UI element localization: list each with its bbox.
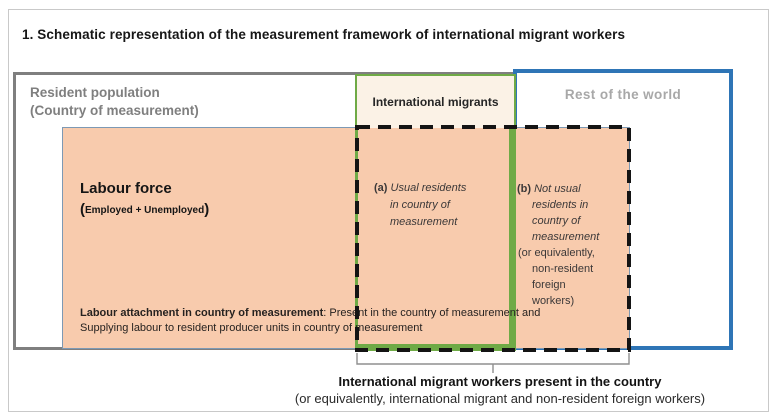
figure-title: 1. Schematic representation of the measu… (22, 27, 626, 42)
caption-line2: (or equivalently, international migrant … (294, 391, 706, 406)
rest-of-world-label: Rest of the world (564, 87, 682, 102)
international-migrants-box: International migrants (355, 74, 516, 128)
resident-population-label: Resident population (Country of measurem… (30, 84, 290, 119)
labour-attachment-bold: Labour attachment in country of measurem… (80, 307, 324, 319)
resident-population-line2: (Country of measurement) (30, 102, 199, 118)
region-b-line5: (or equivalently, (518, 246, 595, 259)
labour-attachment-rest: : Present in the country of measurement … (323, 307, 541, 319)
resident-population-line1: Resident population (30, 85, 160, 100)
labour-force-subtitle-text: Employed + Unemployed (85, 205, 205, 216)
international-migrants-bottom-border (355, 344, 516, 351)
caption-line1: International migrant workers present in… (338, 374, 662, 389)
region-a-text: (a) Usual residents in country of measur… (374, 180, 478, 231)
labour-attachment-note: Labour attachment in country of measurem… (80, 306, 560, 336)
region-b-line7: foreign (532, 278, 566, 291)
region-b-line6: non-resident (532, 262, 594, 275)
region-b-line3: country of (532, 214, 581, 227)
labour-force-subtitle: (Employed + Unemployed) (80, 201, 209, 218)
region-b-text: (b) Not usual residents in country of me… (517, 182, 633, 310)
region-b-line2: residents in (532, 198, 589, 211)
region-b-line4: measurement (532, 230, 600, 243)
labour-attachment-line1: Labour attachment in country of measurem… (80, 306, 560, 321)
labour-force-paren-close: ) (204, 201, 210, 218)
region-a-line3: measurement (390, 216, 458, 229)
region-a-line2: in country of (390, 199, 450, 212)
international-migrants-label: International migrants (372, 95, 499, 109)
region-a-prefix: (a) (374, 182, 388, 194)
labour-force-title: Labour force (80, 180, 172, 197)
region-a-line1: Usual residents (390, 182, 467, 194)
region-b-prefix: (b) (517, 183, 532, 195)
labour-force-paren-open: ( (80, 201, 85, 218)
region-b-line1: Not usual (534, 183, 581, 195)
labour-attachment-line2: Supplying labour to resident producer un… (80, 321, 423, 334)
